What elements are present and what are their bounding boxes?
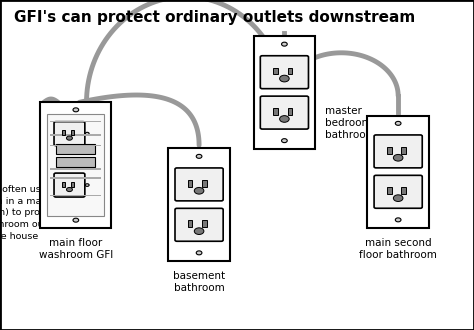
Circle shape [73,218,79,222]
Circle shape [66,136,73,140]
Bar [401,187,406,194]
Bar [71,182,74,186]
Bar [47,114,104,216]
Bar [288,108,292,115]
Bar [188,180,192,186]
Bar [40,102,111,228]
Bar [168,148,230,261]
Bar [188,220,192,227]
Circle shape [393,195,403,202]
Bar [273,68,278,74]
Bar [387,147,392,153]
Bar [63,182,65,186]
FancyBboxPatch shape [175,168,223,201]
Circle shape [395,121,401,125]
Bar [50,121,101,122]
Text: GFI's can protect ordinary outlets downstream: GFI's can protect ordinary outlets downs… [14,10,416,25]
Bar [50,145,101,146]
Bar [401,147,406,153]
Circle shape [395,218,401,222]
Bar [202,180,207,186]
Circle shape [85,184,89,186]
Bar [254,36,315,148]
FancyBboxPatch shape [175,208,223,241]
Bar [56,157,95,167]
Circle shape [280,75,289,82]
FancyBboxPatch shape [54,122,85,146]
Text: main second
floor bathroom: main second floor bathroom [359,238,437,260]
Bar [50,168,101,170]
Bar [273,108,278,115]
Circle shape [196,251,202,255]
FancyBboxPatch shape [260,56,309,89]
Circle shape [73,108,79,112]
Bar [56,144,95,154]
Circle shape [393,154,403,161]
Text: main floor
washroom GFI: main floor washroom GFI [39,238,113,260]
Circle shape [196,154,202,158]
Bar [50,177,101,179]
Circle shape [194,228,204,235]
Bar [387,187,392,194]
Circle shape [66,187,73,192]
Bar [288,68,292,74]
FancyBboxPatch shape [374,175,422,208]
Circle shape [282,42,287,46]
Bar [63,130,65,135]
FancyBboxPatch shape [374,135,422,168]
Bar [50,134,101,136]
Bar [50,195,101,196]
Bar [202,220,207,227]
Circle shape [85,132,89,135]
FancyBboxPatch shape [260,96,309,129]
Circle shape [282,139,287,143]
Text: master
bedroom
bathroom: master bedroom bathroom [325,106,375,140]
Circle shape [194,187,204,194]
Bar [367,115,429,228]
Bar [71,130,74,135]
Text: builders often use one
GFI (often in a mainfloor
washroom) to protect all
of the: builders often use one GFI (often in a m… [0,185,76,241]
Circle shape [280,115,289,122]
FancyBboxPatch shape [54,173,85,197]
Text: basement
bathroom: basement bathroom [173,271,225,293]
